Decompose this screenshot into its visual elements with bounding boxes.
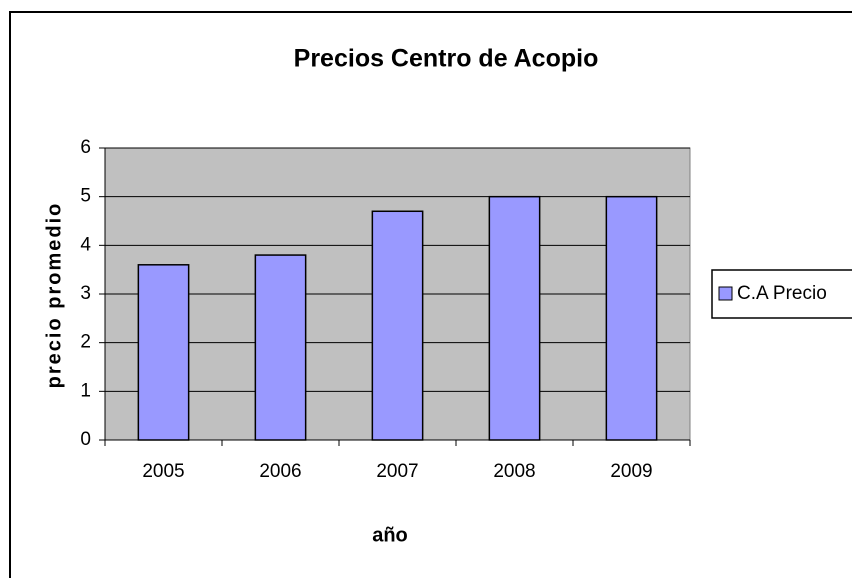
bar [254, 254, 307, 441]
legend-box [711, 269, 852, 319]
x-axis-title: año [372, 524, 408, 546]
legend-label: C.A Precio [737, 283, 827, 304]
y-axis-title: precio promedio [43, 202, 65, 389]
bar [488, 195, 541, 441]
y-tick-label: 4 [80, 234, 91, 255]
bar [137, 264, 190, 441]
x-tick-label: 2008 [493, 461, 535, 482]
y-tick-label: 6 [80, 137, 91, 158]
y-tick-label: 3 [80, 283, 91, 304]
bar [371, 210, 424, 441]
bar [605, 195, 658, 441]
y-tick-label: 5 [80, 186, 91, 207]
x-tick-label: 2005 [142, 461, 184, 482]
x-tick-label: 2007 [376, 461, 418, 482]
x-tick-label: 2006 [259, 461, 301, 482]
x-tick-label: 2009 [610, 461, 652, 482]
y-tick-label: 0 [80, 429, 91, 450]
chart-title: Precios Centro de Acopio [294, 45, 599, 73]
y-tick-label: 2 [80, 332, 91, 353]
legend-swatch [718, 286, 733, 301]
y-tick-label: 1 [80, 380, 91, 401]
